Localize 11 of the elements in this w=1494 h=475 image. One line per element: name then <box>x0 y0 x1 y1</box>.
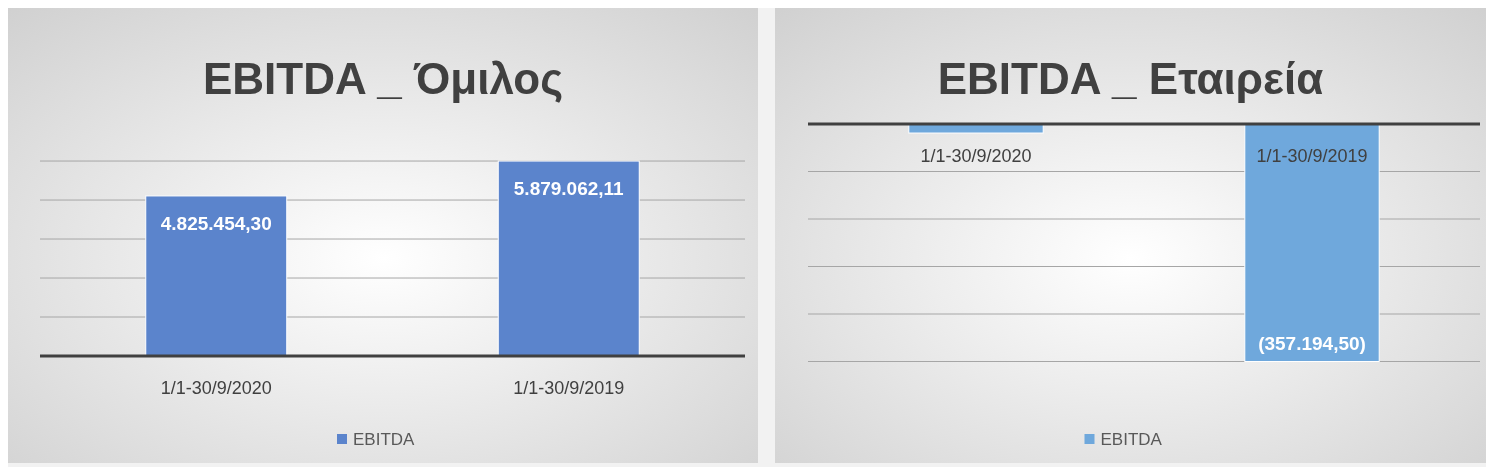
chart-title: EBITDA _ Όμιλος <box>202 54 564 103</box>
chart-title: EBITDA _ Εταιρεία <box>937 54 1324 103</box>
x-tick-label: 1/1-30/9/2019 <box>513 378 625 398</box>
x-tick-label: 1/1-30/9/2020 <box>160 378 272 398</box>
text: EBITDA <box>353 430 416 449</box>
text: EBITDA <box>1100 430 1163 449</box>
text: 4.825.454,30 <box>160 212 272 234</box>
x-tick-label: 1/1-30/9/2019 <box>1256 146 1368 166</box>
text: (357.194,50) <box>1258 332 1366 354</box>
x-tick-label: 1/1-30/9/2020 <box>920 146 1032 166</box>
text: 5.879.062,11 <box>513 178 624 200</box>
